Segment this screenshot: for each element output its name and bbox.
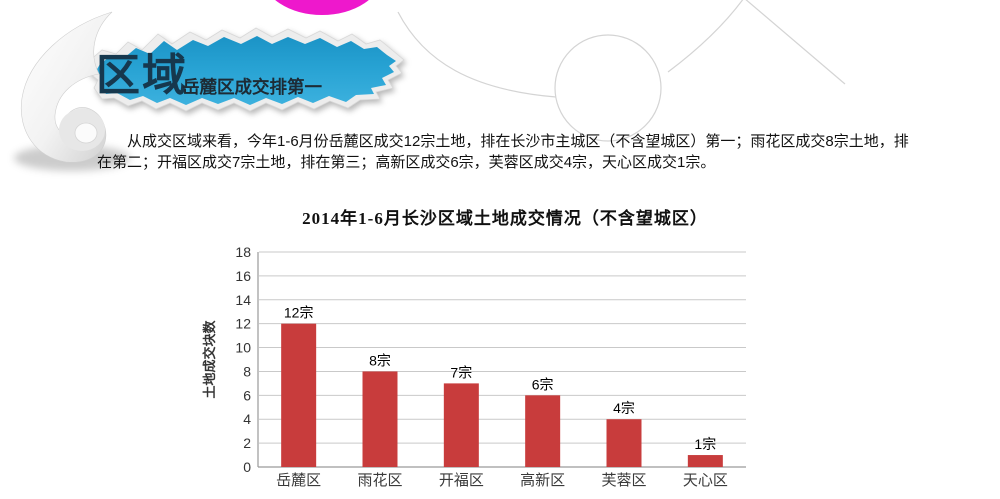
torn-blue-banner — [96, 36, 396, 105]
y-axis-tick: 10 — [235, 340, 251, 356]
chart-section: 2014年1-6月长沙区域土地成交情况（不含望城区） 0 2 4 6 8 10 12 14 16… — [200, 204, 810, 499]
y-axis-tick: 16 — [235, 268, 251, 284]
bar-value-label: 4宗 — [613, 400, 635, 416]
bar-value-label: 6宗 — [532, 376, 554, 392]
bar — [606, 419, 642, 467]
decor-circle-outline — [554, 34, 662, 142]
bar — [362, 371, 398, 467]
y-axis-tick: 2 — [243, 435, 251, 451]
y-axis-tick: 4 — [243, 411, 251, 427]
y-axis-tick: 18 — [235, 244, 251, 260]
x-axis-label: 开福区 — [439, 472, 484, 489]
bar — [525, 395, 561, 467]
bar-value-label: 1宗 — [694, 436, 716, 452]
bar — [687, 455, 723, 467]
decor-line-right — [745, 0, 846, 85]
x-axis-label: 岳麓区 — [276, 472, 321, 489]
bar-value-label: 7宗 — [450, 364, 472, 380]
y-axis-tick: 14 — [235, 292, 251, 308]
bar-value-label: 12宗 — [284, 305, 314, 321]
magenta-accent-circle — [275, 0, 369, 15]
chart-title: 2014年1-6月长沙区域土地成交情况（不含望城区） — [302, 209, 708, 228]
paper-curl-coil-inner — [74, 122, 98, 144]
y-axis-tick: 8 — [243, 363, 251, 379]
y-axis-tick: 6 — [243, 387, 251, 403]
bar — [443, 383, 479, 467]
y-axis-title: 土地成交块数 — [202, 320, 217, 399]
intro-paragraph: 从成交区域来看，今年1-6月份岳麓区成交12宗土地，排在长沙市主城区（不含望城区… — [97, 133, 909, 171]
x-axis-label: 天心区 — [683, 472, 728, 489]
x-axis-label: 高新区 — [520, 472, 565, 489]
section-subtitle: 岳麓区成交排第一 — [182, 77, 322, 97]
decor-arc — [397, 11, 557, 98]
bar-value-label: 8宗 — [369, 352, 391, 368]
header-banner: 区域 岳麓区成交排第一 — [14, 11, 405, 171]
background-decorations — [275, 0, 846, 142]
x-axis-label: 芙蓉区 — [601, 472, 646, 489]
decor-line-left — [667, 0, 744, 73]
y-axis-tick: 12 — [235, 316, 251, 332]
y-axis-tick: 0 — [243, 459, 251, 475]
x-axis-label: 雨花区 — [357, 472, 402, 489]
bar — [281, 323, 317, 467]
section-title: 区域 — [96, 51, 188, 100]
